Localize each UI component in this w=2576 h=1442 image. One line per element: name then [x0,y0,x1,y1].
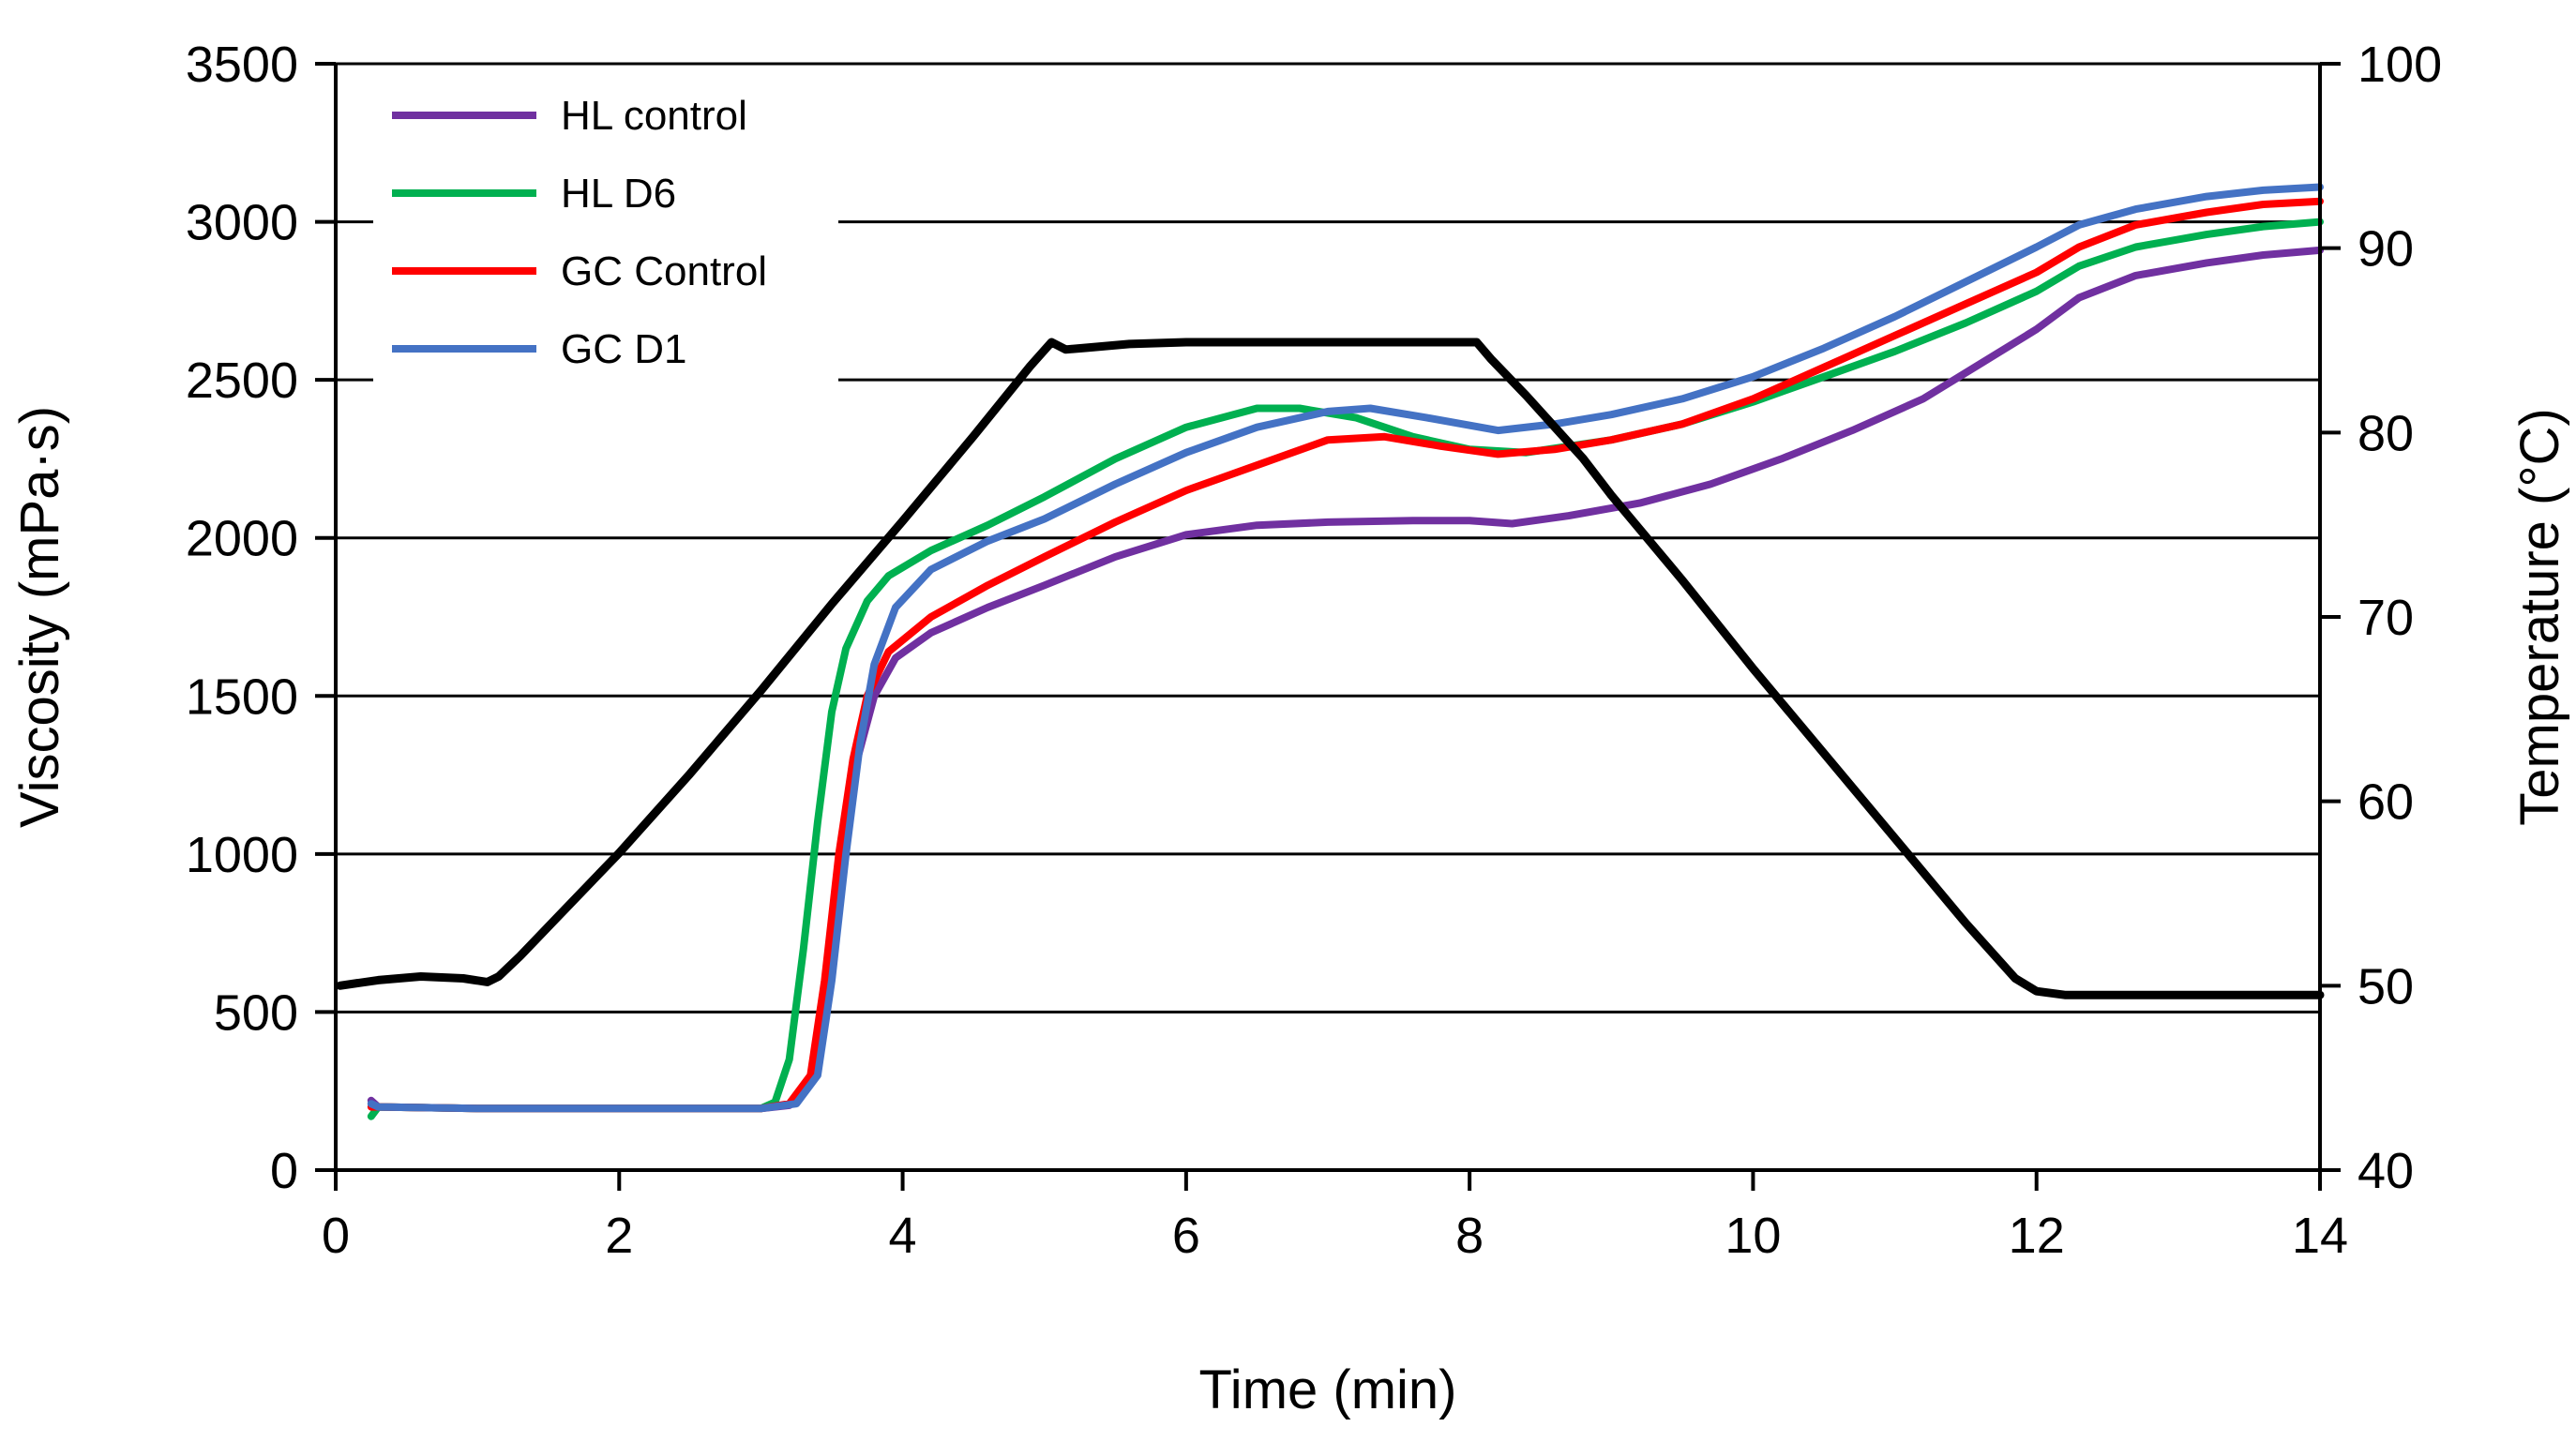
x-tick-label: 2 [605,1208,633,1264]
series-line-hl-d6 [367,218,2324,1120]
x-tick-label: 10 [1725,1208,1781,1264]
y-right-tick-label: 50 [2358,958,2414,1014]
legend-label: GC D1 [561,326,686,372]
series-line-temperature [336,338,2325,999]
legend-label: HL D6 [561,171,676,217]
axis-ticks: 0500100015002000250030003500405060708090… [186,37,2442,1264]
y-axis-right-title: Temperature (°C) [2509,408,2570,825]
y-right-tick-label: 100 [2358,37,2442,93]
y-right-tick-label: 80 [2358,405,2414,461]
y-left-tick-label: 2000 [186,511,298,567]
y-left-tick-label: 3000 [186,195,298,251]
series-lines [336,183,2325,1120]
x-tick-label: 12 [2009,1208,2065,1264]
y-left-tick-label: 3500 [186,37,298,93]
y-right-tick-label: 70 [2358,590,2414,646]
y-right-tick-label: 40 [2358,1143,2414,1199]
y-right-tick-label: 90 [2358,221,2414,278]
y-axis-left-title: Viscosity (mPa·s) [9,406,70,828]
legend-box [373,77,838,386]
x-tick-label: 4 [889,1208,917,1264]
y-left-tick-label: 1500 [186,668,298,725]
x-tick-label: 6 [1172,1208,1200,1264]
y-left-tick-label: 1000 [186,827,298,883]
y-left-tick-label: 2500 [186,353,298,409]
series-line-gc-d1 [367,183,2324,1113]
legend-label: HL control [561,93,747,139]
x-axis-title: Time (min) [1199,1359,1457,1420]
x-tick-label: 14 [2292,1208,2348,1264]
x-tick-label: 8 [1455,1208,1484,1264]
legend: HL control HL D6 GC Control GC D1 [373,77,838,386]
legend-label: GC Control [561,248,767,294]
y-left-tick-label: 0 [270,1143,298,1199]
series-line-gc-control [367,197,2324,1113]
y-left-tick-label: 500 [214,984,298,1041]
x-tick-label: 0 [322,1208,350,1264]
y-right-tick-label: 60 [2358,774,2414,831]
